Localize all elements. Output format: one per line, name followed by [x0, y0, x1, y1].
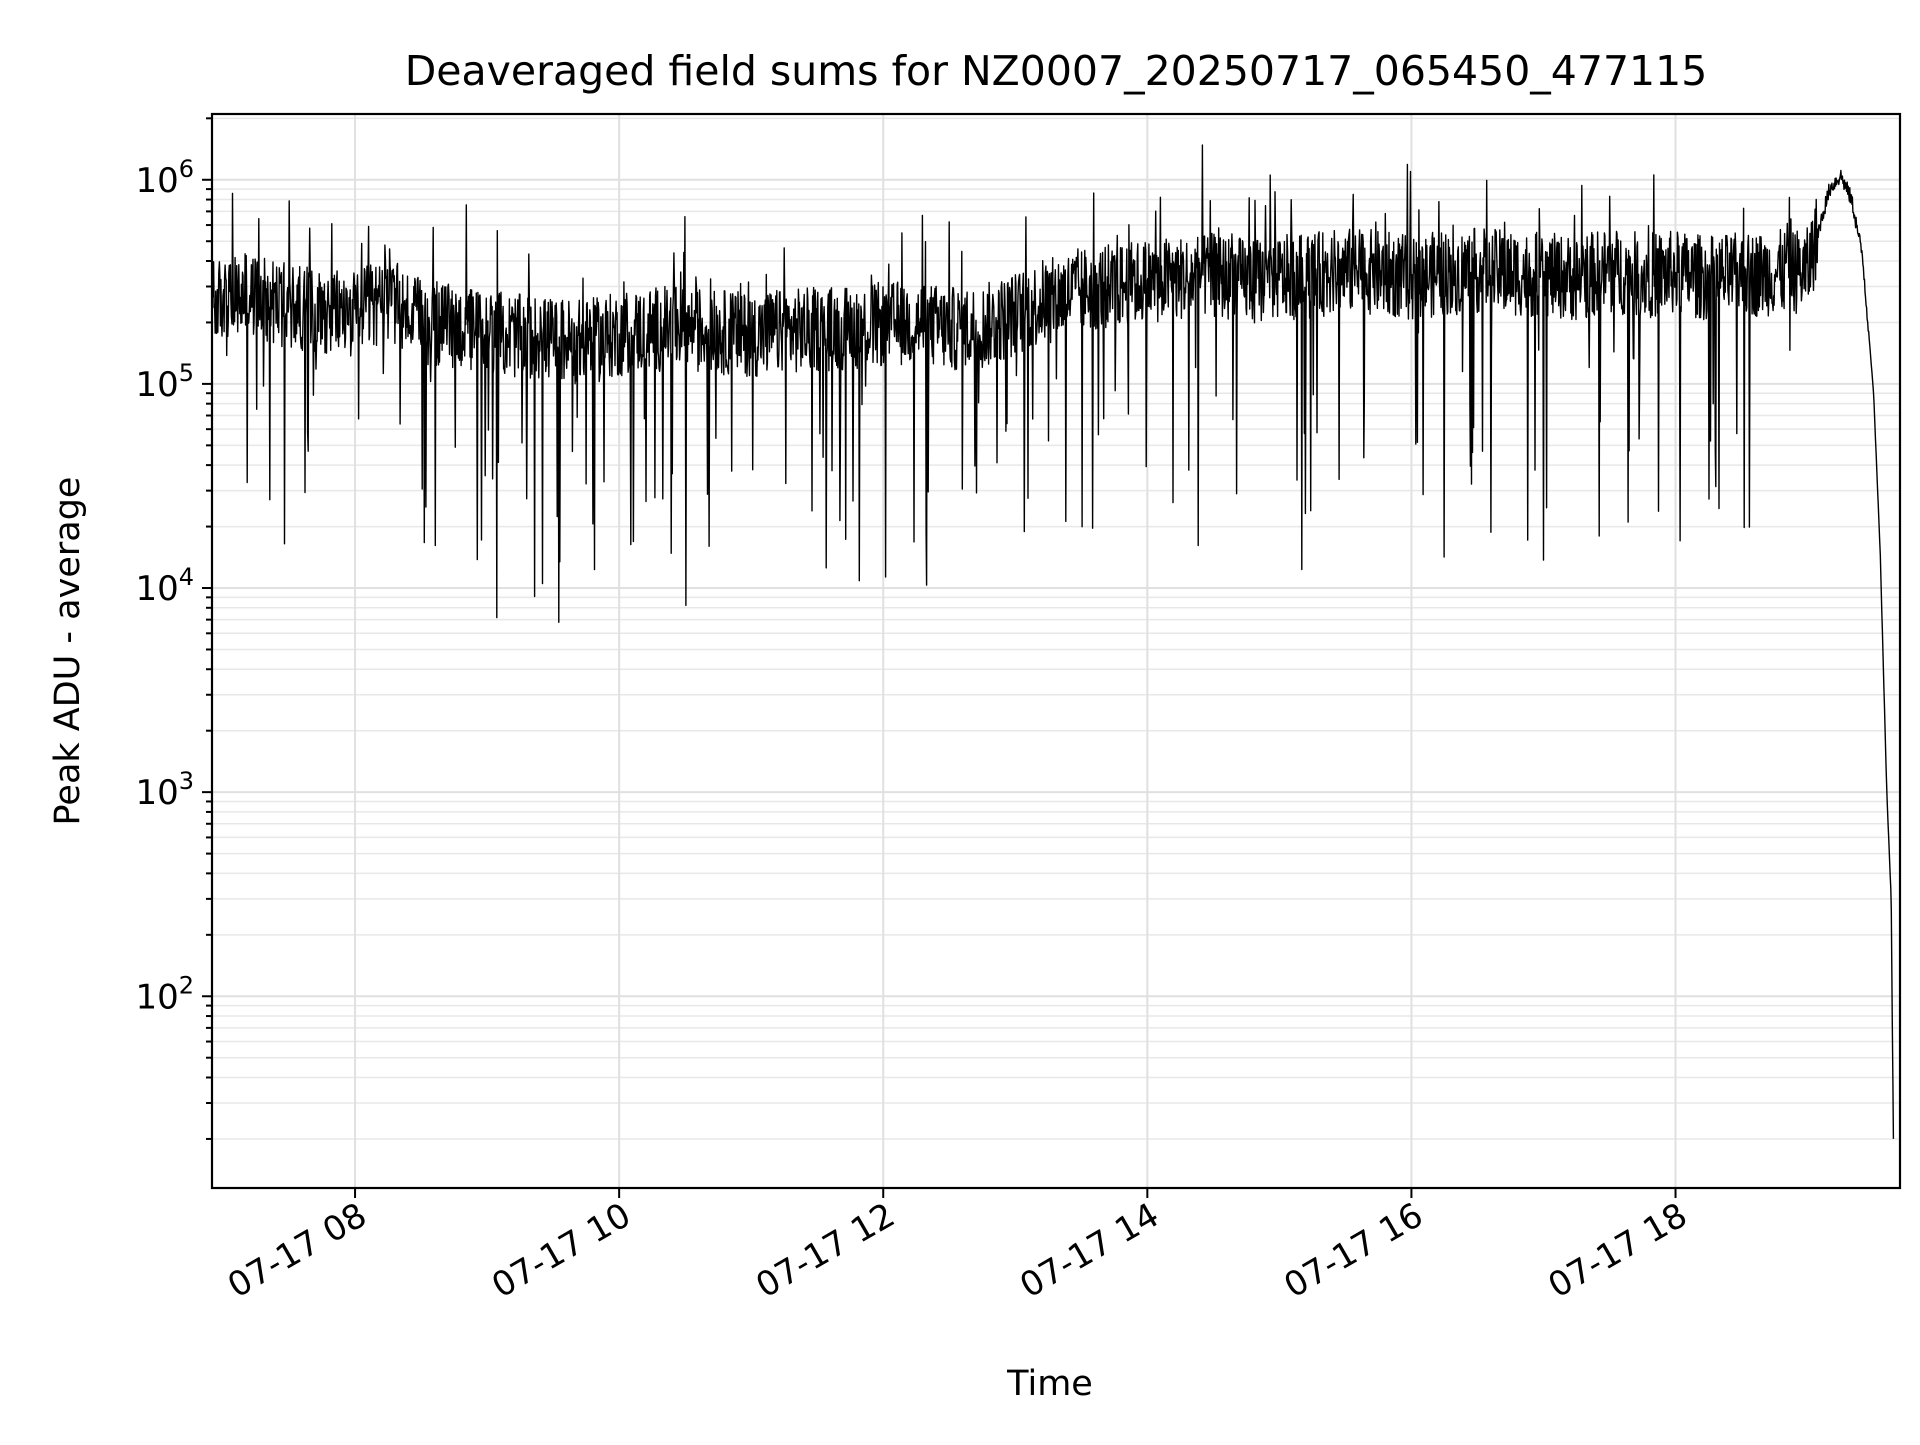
x-tick-label: 07-17 08	[221, 1195, 373, 1306]
x-tick-label: 07-17 18	[1542, 1195, 1694, 1306]
y-axis-label: Peak ADU - average	[48, 477, 88, 826]
y-tick-label: 103	[135, 767, 194, 813]
chart-title: Deaveraged field sums for NZ0007_2025071…	[405, 47, 1708, 95]
y-tick-label: 102	[135, 971, 194, 1017]
y-tick-label: 106	[135, 155, 194, 201]
x-tick-label: 07-17 14	[1013, 1195, 1165, 1306]
y-tick-label: 105	[135, 359, 194, 405]
plot-frame	[210, 112, 1902, 1190]
grid-layer	[212, 114, 1900, 1188]
x-tick-label: 07-17 16	[1278, 1195, 1430, 1306]
x-axis-label: Time	[1006, 1364, 1093, 1404]
line-layer	[211, 144, 1895, 1139]
x-tick-label: 07-17 10	[485, 1195, 637, 1306]
x-tick-label: 07-17 12	[749, 1195, 901, 1306]
y-tick-label: 104	[135, 563, 194, 609]
data-series-line	[211, 144, 1895, 1139]
